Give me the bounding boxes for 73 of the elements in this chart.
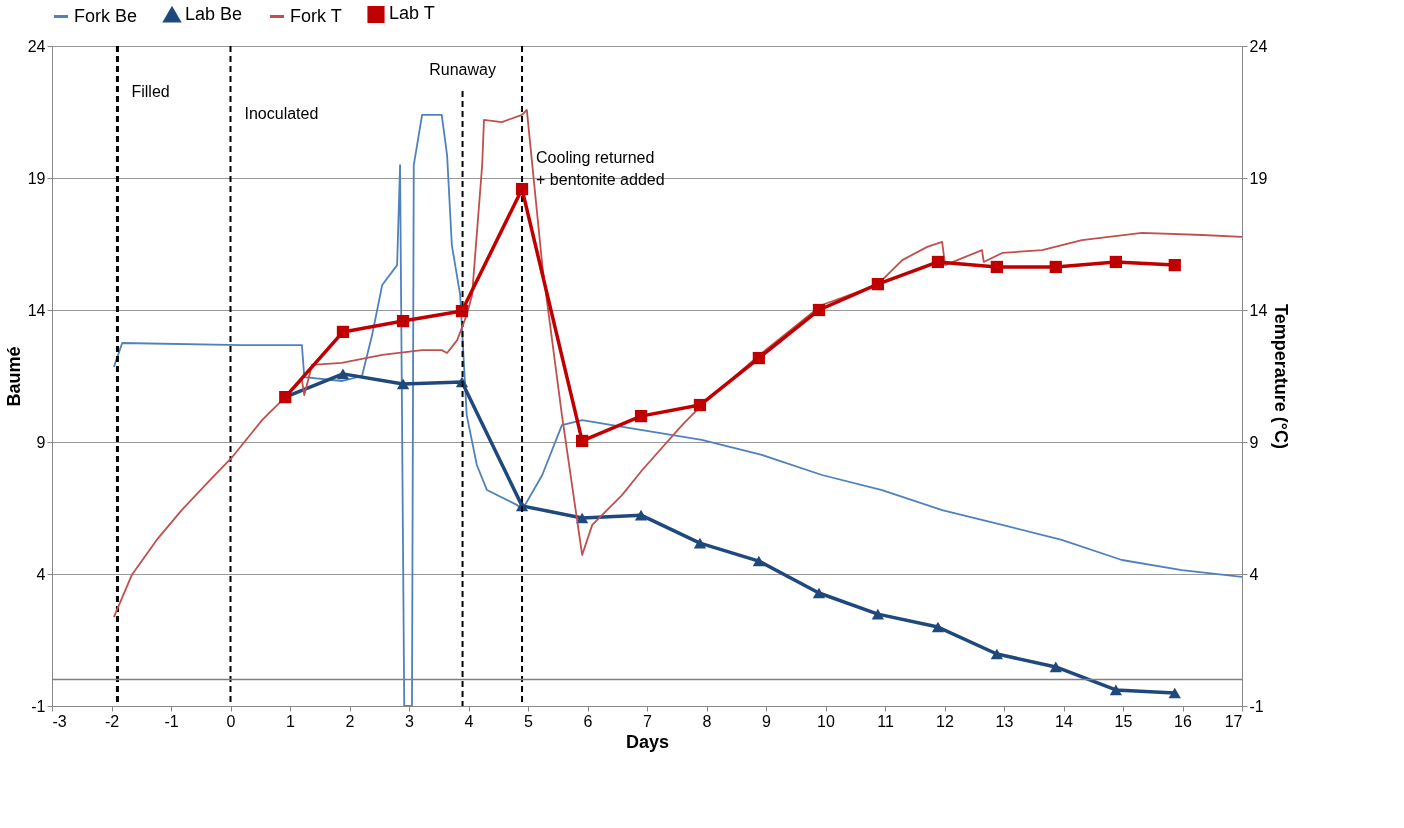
x-tick-label: 8 [702, 712, 712, 730]
point [812, 587, 826, 599]
ref-line-label: Inoculated [244, 105, 319, 122]
legend-label: Fork Be [74, 5, 138, 26]
point [396, 314, 410, 328]
y-tick-label: 24 [27, 37, 46, 55]
point [396, 378, 410, 390]
ref-line-label: Filled [131, 83, 170, 100]
y2-tick-label: 19 [1249, 169, 1268, 187]
x-tick-label: 9 [762, 712, 772, 730]
y2-tick-label: 9 [1249, 433, 1259, 451]
point [693, 398, 707, 412]
x-tick-label: 11 [877, 712, 894, 730]
point [752, 351, 765, 365]
point [1168, 259, 1181, 272]
legend-label: Fork T [290, 5, 342, 26]
point [1109, 684, 1122, 696]
point [634, 509, 648, 521]
point [1109, 255, 1122, 269]
x-tick-label: 6 [583, 712, 593, 730]
point [1168, 687, 1181, 699]
x-tick-label: -1 [164, 712, 179, 730]
x-tick-label: 1 [286, 712, 296, 730]
point [752, 555, 765, 567]
point [931, 255, 945, 269]
y-tick-label: 9 [36, 433, 46, 451]
x-tick-label: 16 [1174, 712, 1192, 730]
legend-label: Lab T [389, 3, 435, 24]
x-tick-label: 4 [464, 712, 474, 730]
point [871, 608, 884, 620]
y2-tick-label: 14 [1249, 301, 1268, 319]
x-axis-title: Days [625, 731, 670, 752]
y-tick-label: 19 [27, 169, 46, 187]
point [455, 304, 469, 318]
x-tick-label: -3 [52, 712, 67, 730]
x-tick-label: 17 [1224, 712, 1243, 730]
ref-line-label: Runaway [429, 61, 496, 78]
point [515, 182, 529, 196]
point [336, 325, 350, 339]
y-axis-title: Baumé [3, 346, 24, 407]
point [1049, 661, 1062, 673]
x-tick-label: 12 [936, 712, 954, 730]
point [634, 410, 648, 423]
x-tick-label: 14 [1055, 712, 1073, 730]
line-series [112, 108, 1242, 618]
legend-label: Lab Be [185, 3, 243, 24]
point [931, 621, 945, 633]
x-tick-label: 13 [995, 712, 1014, 730]
x-tick-label: 5 [524, 712, 534, 730]
point [336, 368, 350, 380]
point [1049, 260, 1062, 274]
x-tick-label: 7 [643, 712, 653, 730]
y-tick-label: 14 [27, 301, 46, 319]
x-tick-label: -2 [104, 712, 120, 730]
ref-line-label: Cooling returned + bentonite added [536, 149, 665, 188]
point [576, 512, 589, 524]
y-tick-label: -1 [31, 697, 46, 715]
point [576, 434, 589, 448]
x-tick-label: 10 [817, 712, 835, 730]
point [812, 303, 826, 317]
y2-axis-title: Temperature (°C) [1271, 304, 1292, 449]
y2-tick-label: 4 [1249, 565, 1259, 583]
point [871, 278, 884, 291]
y-tick-label: 4 [36, 565, 46, 583]
y2-tick-label: -1 [1249, 697, 1264, 715]
x-tick-label: 2 [345, 712, 355, 730]
point [693, 537, 707, 549]
point [990, 260, 1003, 274]
x-tick-label: 3 [405, 712, 415, 730]
point [990, 648, 1003, 660]
x-tick-label: 0 [226, 712, 236, 730]
y2-tick-label: 24 [1249, 37, 1268, 55]
x-tick-label: 15 [1114, 712, 1133, 730]
